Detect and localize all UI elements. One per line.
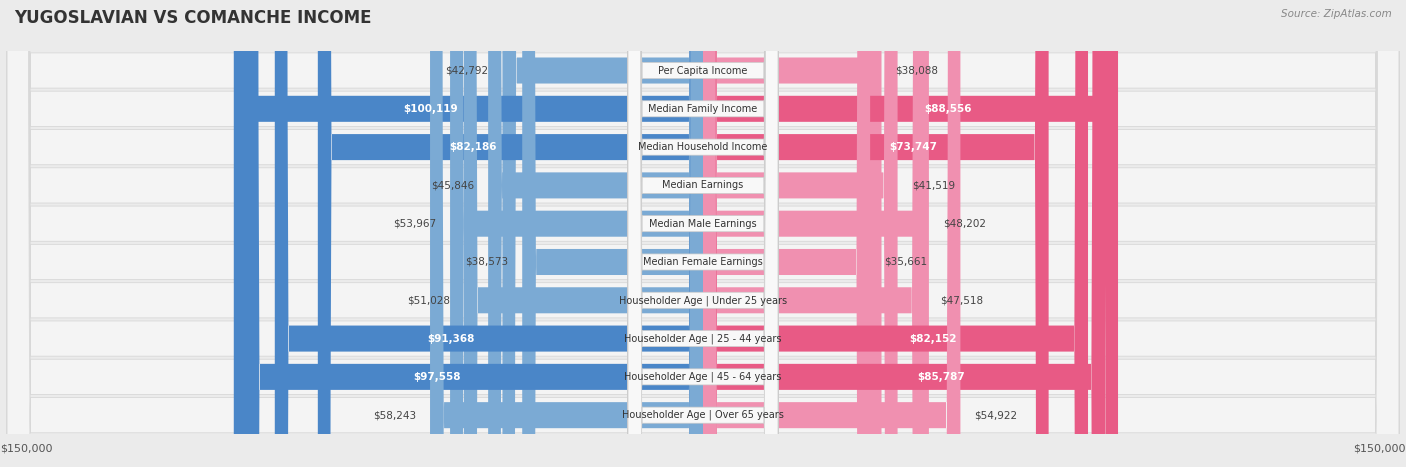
FancyBboxPatch shape (450, 0, 703, 467)
FancyBboxPatch shape (233, 0, 703, 467)
FancyBboxPatch shape (628, 0, 778, 467)
FancyBboxPatch shape (703, 0, 925, 467)
Text: Median Male Earnings: Median Male Earnings (650, 219, 756, 229)
Text: $58,243: $58,243 (373, 410, 416, 420)
Text: $150,000: $150,000 (1354, 444, 1406, 454)
FancyBboxPatch shape (703, 0, 1118, 467)
FancyBboxPatch shape (7, 0, 1399, 467)
FancyBboxPatch shape (628, 0, 778, 467)
FancyBboxPatch shape (246, 0, 703, 467)
Text: $100,119: $100,119 (404, 104, 458, 114)
Text: Householder Age | 45 - 64 years: Householder Age | 45 - 64 years (624, 372, 782, 382)
Text: $73,747: $73,747 (890, 142, 938, 152)
Text: $38,573: $38,573 (465, 257, 508, 267)
FancyBboxPatch shape (7, 0, 1399, 467)
FancyBboxPatch shape (628, 0, 778, 467)
FancyBboxPatch shape (703, 0, 960, 467)
Text: $48,202: $48,202 (943, 219, 986, 229)
FancyBboxPatch shape (628, 0, 778, 467)
FancyBboxPatch shape (7, 0, 1399, 467)
FancyBboxPatch shape (703, 0, 870, 467)
FancyBboxPatch shape (703, 0, 882, 467)
FancyBboxPatch shape (628, 0, 778, 467)
Text: Median Family Income: Median Family Income (648, 104, 758, 114)
FancyBboxPatch shape (628, 0, 778, 467)
FancyBboxPatch shape (7, 0, 1399, 467)
Text: $38,088: $38,088 (896, 65, 939, 76)
FancyBboxPatch shape (7, 0, 1399, 467)
Text: $54,922: $54,922 (974, 410, 1018, 420)
Text: $51,028: $51,028 (406, 295, 450, 305)
FancyBboxPatch shape (628, 0, 778, 467)
Text: Householder Age | Under 25 years: Householder Age | Under 25 years (619, 295, 787, 305)
Text: Median Female Earnings: Median Female Earnings (643, 257, 763, 267)
FancyBboxPatch shape (7, 0, 1399, 467)
Text: $53,967: $53,967 (392, 219, 436, 229)
FancyBboxPatch shape (703, 0, 897, 467)
FancyBboxPatch shape (7, 0, 1399, 467)
FancyBboxPatch shape (7, 0, 1399, 467)
FancyBboxPatch shape (703, 0, 1049, 467)
Text: $47,518: $47,518 (939, 295, 983, 305)
Text: $88,556: $88,556 (924, 104, 972, 114)
FancyBboxPatch shape (703, 0, 929, 467)
Text: $82,186: $82,186 (449, 142, 496, 152)
FancyBboxPatch shape (318, 0, 703, 467)
Text: Householder Age | 25 - 44 years: Householder Age | 25 - 44 years (624, 333, 782, 344)
Text: $45,846: $45,846 (432, 180, 474, 191)
FancyBboxPatch shape (7, 0, 1399, 467)
Text: Householder Age | Over 65 years: Householder Age | Over 65 years (621, 410, 785, 420)
FancyBboxPatch shape (628, 0, 778, 467)
Text: $41,519: $41,519 (911, 180, 955, 191)
Text: $85,787: $85,787 (918, 372, 966, 382)
FancyBboxPatch shape (628, 0, 778, 467)
FancyBboxPatch shape (488, 0, 703, 467)
Text: $42,792: $42,792 (446, 65, 488, 76)
FancyBboxPatch shape (628, 0, 778, 467)
FancyBboxPatch shape (464, 0, 703, 467)
Text: $82,152: $82,152 (910, 333, 956, 344)
Text: YUGOSLAVIAN VS COMANCHE INCOME: YUGOSLAVIAN VS COMANCHE INCOME (14, 9, 371, 28)
Text: $150,000: $150,000 (0, 444, 52, 454)
FancyBboxPatch shape (502, 0, 703, 467)
Text: Median Household Income: Median Household Income (638, 142, 768, 152)
Text: $91,368: $91,368 (427, 333, 475, 344)
Text: $35,661: $35,661 (884, 257, 928, 267)
FancyBboxPatch shape (522, 0, 703, 467)
Text: Median Earnings: Median Earnings (662, 180, 744, 191)
Text: $97,558: $97,558 (413, 372, 461, 382)
FancyBboxPatch shape (274, 0, 703, 467)
Text: Source: ZipAtlas.com: Source: ZipAtlas.com (1281, 9, 1392, 19)
Text: Per Capita Income: Per Capita Income (658, 65, 748, 76)
FancyBboxPatch shape (703, 0, 1088, 467)
FancyBboxPatch shape (430, 0, 703, 467)
FancyBboxPatch shape (7, 0, 1399, 467)
FancyBboxPatch shape (703, 0, 1105, 467)
